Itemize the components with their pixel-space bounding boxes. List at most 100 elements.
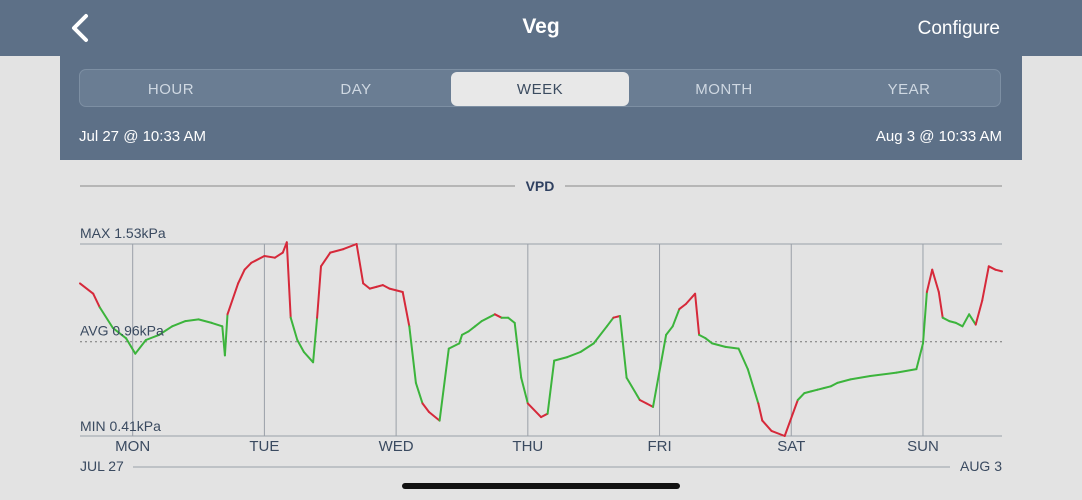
tab-week[interactable]: WEEK	[451, 72, 629, 106]
vpd-line-segment	[941, 316, 951, 323]
vpd-line-segment	[461, 330, 470, 336]
vpd-line-segment	[925, 268, 934, 293]
vpd-line-segment	[171, 320, 187, 328]
x-tick-label: FRI	[647, 438, 671, 455]
vpd-line-segment	[447, 342, 461, 350]
tab-year[interactable]: YEAR	[820, 72, 998, 106]
vpd-line-segment	[401, 291, 411, 328]
tab-day[interactable]: DAY	[267, 72, 445, 106]
vpd-line-segment	[111, 327, 128, 340]
vpd-line-segment	[197, 318, 213, 324]
vpd-line-segment	[994, 268, 1003, 273]
vpd-line-segment	[761, 419, 773, 432]
vpd-line-segment	[638, 399, 648, 405]
x-tick-label: WED	[379, 438, 414, 455]
vpd-line-segment	[144, 333, 160, 341]
vpd-line-segment	[645, 402, 654, 408]
vpd-line-segment	[981, 265, 990, 302]
vpd-line-segment	[480, 313, 496, 323]
vpd-line-segment	[694, 292, 701, 336]
vpd-line-segment	[355, 243, 365, 285]
vpd-line-segment	[320, 251, 332, 268]
vpd-line-segment	[968, 313, 977, 326]
end-date-label: AUG 3	[960, 458, 1002, 474]
vpd-line-segment	[922, 291, 928, 345]
avg-label: AVG 0.96kPa	[80, 323, 164, 339]
range-segmented-control: HOUR DAY WEEK MONTH YEAR	[79, 69, 1001, 107]
vpd-line-segment	[493, 313, 503, 319]
vpd-line-segment	[625, 376, 641, 401]
vpd-line-segment	[513, 321, 523, 379]
chevron-left-icon	[72, 14, 88, 42]
vpd-line-segment	[612, 315, 621, 319]
vpd-line-segment	[823, 385, 832, 389]
vpd-line-segment	[961, 313, 971, 328]
vpd-line-segment	[829, 381, 839, 388]
vpd-line-segment	[803, 390, 812, 395]
vpd-line-segment	[428, 411, 441, 422]
vpd-line-segment	[526, 402, 542, 419]
vpd-line-segment	[302, 351, 315, 364]
vpd-line-segment	[184, 318, 200, 323]
vpd-line-segment	[836, 378, 852, 384]
vpd-line-segment	[273, 251, 284, 259]
vpd-line-segment	[849, 375, 872, 381]
vpd-line-segment	[362, 282, 371, 290]
vpd-line-segment	[226, 282, 240, 316]
vpd-line-segment	[684, 292, 697, 305]
range-end-label: Aug 3 @ 10:33 AM	[875, 128, 1002, 145]
start-date-label: JUL 27	[80, 458, 124, 474]
vpd-line-segment	[210, 321, 224, 328]
top-bar: Veg Configure	[0, 0, 1082, 56]
vpd-line-segment	[704, 337, 714, 345]
back-button[interactable]	[64, 10, 100, 46]
vpd-line-segment	[98, 306, 114, 329]
vpd-line-segment	[553, 356, 569, 362]
vpd-line-segment	[243, 261, 253, 271]
vpd-line-segment	[974, 299, 984, 326]
vpd-line-segment	[474, 320, 483, 328]
vpd-line-segment	[987, 265, 997, 271]
vpd-line-segment	[237, 268, 246, 285]
vpd-line-segment	[316, 265, 322, 319]
vpd-line-segment	[507, 316, 516, 324]
configure-button[interactable]: Configure	[917, 18, 1000, 39]
x-tick-label: TUE	[249, 438, 279, 455]
chart-title: VPD	[526, 178, 555, 194]
x-tick-label: SUN	[907, 438, 939, 455]
tab-month[interactable]: MONTH	[635, 72, 813, 106]
vpd-line-segment	[665, 325, 674, 336]
vpd-line-segment	[619, 315, 628, 379]
vpd-line-segment	[954, 321, 964, 328]
vpd-line-segment	[869, 371, 898, 377]
x-tick-label: SAT	[777, 438, 805, 455]
vpd-line-segment	[796, 392, 806, 401]
vpd-line-segment	[948, 320, 957, 324]
vpd-line-segment	[250, 255, 266, 264]
max-label: MAX 1.53kPa	[80, 225, 166, 241]
vpd-line-segment	[408, 325, 417, 384]
vpd-line-segment	[915, 342, 924, 371]
vpd-line-segment	[566, 351, 582, 359]
vpd-line-segment	[592, 325, 608, 345]
vpd-line-segment	[342, 243, 358, 251]
vpd-line-segment	[467, 325, 477, 333]
vpd-line-segment	[652, 333, 668, 408]
vpd-line-segment	[368, 285, 378, 290]
vpd-line-segment	[724, 345, 740, 350]
vpd-line-segment	[92, 292, 101, 309]
vpd-line-segment	[540, 412, 549, 419]
vpd-line-segment	[816, 387, 826, 391]
vpd-line-segment	[263, 255, 276, 259]
tab-hour[interactable]: HOUR	[82, 72, 260, 106]
vpd-line-segment	[746, 368, 760, 405]
vpd-line-segment	[605, 316, 615, 328]
vpd-line-segment	[520, 376, 529, 405]
vpd-line-segment	[158, 325, 174, 336]
vpd-line-segment	[810, 388, 819, 393]
vpd-line-segment	[125, 337, 137, 355]
vpd-line-segment	[296, 339, 305, 353]
vpd-line-segment	[329, 248, 345, 254]
vpd-line-segment	[375, 284, 384, 288]
home-indicator[interactable]	[402, 483, 680, 489]
